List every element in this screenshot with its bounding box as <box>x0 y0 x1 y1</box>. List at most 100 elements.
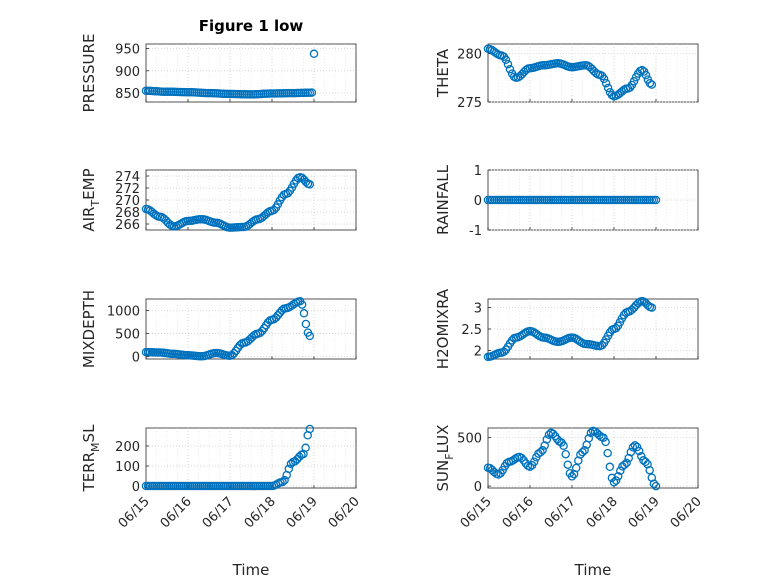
data-point <box>295 452 304 462</box>
data-point <box>561 449 570 459</box>
y-tick-label: 2 <box>474 344 482 359</box>
x-tick-label: 06/19 <box>284 494 321 531</box>
data-point <box>645 78 655 88</box>
data-series <box>141 297 315 361</box>
subplot-5: 0 500 1000 MIXDEPTH <box>80 290 357 368</box>
y-tick-label: 275 <box>457 96 482 111</box>
data-point <box>599 433 608 442</box>
data-point <box>305 180 315 189</box>
data-point <box>647 303 657 312</box>
y-label-main: AIR <box>80 207 98 232</box>
data-point <box>548 429 558 439</box>
subplot-7: 0 100 200 TERRMSL 06/15 06/16 06/17 06/18 06/19 0… <box>80 424 363 531</box>
data-point <box>542 435 552 444</box>
data-series <box>483 195 661 205</box>
data-point <box>647 80 657 89</box>
data-series <box>141 424 315 491</box>
y-axis-label: AIRTEMP <box>80 168 102 231</box>
data-point <box>641 457 650 467</box>
data-point <box>586 428 596 438</box>
data-point <box>628 443 638 452</box>
data-point <box>305 424 315 434</box>
y-tick-label: 280 <box>457 48 482 63</box>
data-point <box>620 460 629 470</box>
data-point <box>625 83 635 92</box>
data-point <box>603 83 613 93</box>
data-point <box>563 460 573 469</box>
data-point <box>634 446 644 456</box>
data-point <box>278 477 287 487</box>
data-point <box>576 450 585 459</box>
data-series <box>483 44 657 101</box>
y-label-rest: EMP <box>80 168 98 199</box>
y-tick-label: 0 <box>474 194 482 209</box>
y-tick-label: 3 <box>474 302 482 317</box>
x-axis-label-right: Time <box>574 561 612 579</box>
data-point <box>501 55 511 65</box>
y-axis-label: TERRMSL <box>80 424 102 493</box>
y-label-rest: LUX <box>434 425 452 454</box>
y-tick-label: 268 <box>115 206 140 221</box>
y-tick-label: 100 <box>115 460 140 475</box>
subplot-4: -1 0 1 RAINFALL <box>434 164 699 239</box>
data-point <box>626 447 636 457</box>
data-point <box>286 459 296 469</box>
y-tick-label: 0 <box>474 480 482 495</box>
y-label-subscript: M <box>89 442 102 452</box>
data-point <box>571 463 581 473</box>
y-label-main: SUN <box>434 460 452 492</box>
data-point <box>599 74 609 84</box>
subplot-2: 275 280 THETA <box>434 43 699 111</box>
y-tick-label: 274 <box>115 170 140 185</box>
x-tick-label: 06/15 <box>116 494 153 531</box>
y-label-main: TERR <box>80 452 98 493</box>
data-point <box>305 331 315 341</box>
y-tick-label: 272 <box>115 182 140 197</box>
data-point <box>613 471 623 481</box>
data-point <box>490 467 499 477</box>
data-point <box>301 443 310 453</box>
x-tick-label: 06/16 <box>158 494 195 531</box>
data-series <box>483 296 657 362</box>
y-label-rest: SL <box>80 424 98 443</box>
data-point <box>301 319 311 329</box>
y-axis-label: SUNFLUX <box>434 425 456 492</box>
y-tick-label: 0 <box>132 480 140 495</box>
data-point <box>503 59 513 69</box>
data-point <box>641 70 651 80</box>
data-point <box>538 446 547 455</box>
data-point <box>611 476 621 485</box>
data-point <box>269 205 279 215</box>
data-series <box>141 172 315 232</box>
data-point <box>601 78 611 88</box>
data-point <box>499 347 509 357</box>
x-tick-label: 06/20 <box>326 494 363 531</box>
data-point <box>578 447 587 457</box>
data-point <box>307 88 317 97</box>
data-point <box>637 451 646 461</box>
y-label-subscript: F <box>443 453 456 459</box>
data-point <box>536 447 545 457</box>
x-tick-label: 06/17 <box>542 494 579 531</box>
data-series <box>483 426 661 491</box>
figure-title: Figure 1 low <box>199 17 304 35</box>
y-tick-label: 1000 <box>107 305 140 320</box>
data-point <box>529 457 539 466</box>
data-point <box>280 475 289 485</box>
x-tick-label: 06/19 <box>626 494 663 531</box>
y-tick-label: 270 <box>115 194 140 209</box>
x-tick-label: 06/15 <box>458 494 495 531</box>
data-point <box>651 195 661 205</box>
y-tick-label: 900 <box>115 65 140 80</box>
data-point <box>525 462 535 471</box>
y-tick-label: 500 <box>115 328 140 343</box>
data-point <box>505 64 515 74</box>
data-point <box>609 477 619 487</box>
data-point <box>580 445 589 455</box>
x-tick-label: 06/18 <box>584 494 621 531</box>
y-axis-label: MIXDEPTH <box>80 290 98 368</box>
data-point <box>517 453 526 463</box>
subplot-6: 2 2.5 3 H2OMIXRA <box>434 288 699 369</box>
